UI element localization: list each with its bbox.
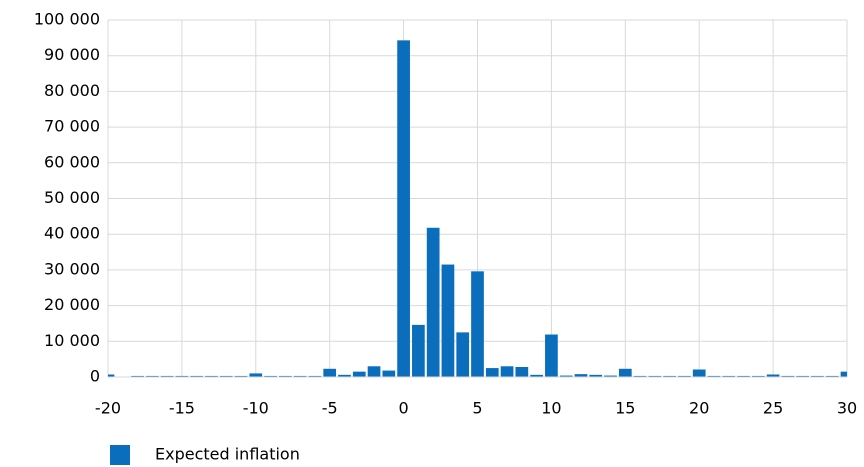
bar bbox=[515, 367, 529, 377]
bar bbox=[108, 374, 115, 377]
y-tick-label: 0 bbox=[90, 367, 100, 386]
bar bbox=[678, 375, 691, 377]
bar bbox=[692, 369, 706, 377]
x-tick-label: -15 bbox=[169, 399, 195, 418]
y-tick-label: 90 000 bbox=[44, 45, 100, 64]
bar bbox=[456, 332, 470, 377]
bar bbox=[485, 368, 499, 377]
bar bbox=[426, 227, 440, 377]
bar bbox=[500, 366, 514, 377]
bar bbox=[751, 375, 765, 377]
bar bbox=[604, 375, 617, 377]
bar bbox=[722, 375, 736, 377]
bar bbox=[648, 375, 662, 377]
y-tick-label: 20 000 bbox=[44, 295, 100, 314]
bar bbox=[264, 375, 277, 377]
y-tick-label: 10 000 bbox=[44, 331, 100, 350]
x-tick-label: 5 bbox=[472, 399, 482, 418]
bar bbox=[737, 375, 750, 377]
y-tick-label: 100 000 bbox=[34, 10, 100, 29]
bar bbox=[190, 375, 204, 377]
bar bbox=[707, 375, 721, 377]
y-tick-label: 50 000 bbox=[44, 188, 100, 207]
y-tick-label: 30 000 bbox=[44, 259, 100, 278]
y-tick-label: 70 000 bbox=[44, 117, 100, 136]
bar bbox=[145, 375, 159, 377]
bar bbox=[574, 374, 588, 377]
bar bbox=[545, 334, 558, 377]
bar bbox=[796, 375, 810, 377]
bar bbox=[205, 375, 218, 377]
labels: 0 10 000 20 000 30 000 40 000 50 000 60 000 70 … bbox=[34, 10, 857, 465]
bar bbox=[160, 375, 174, 377]
bar bbox=[219, 375, 233, 377]
legend-swatch bbox=[110, 445, 130, 465]
bar bbox=[559, 375, 573, 377]
y-tick-label: 60 000 bbox=[44, 152, 100, 171]
bar bbox=[338, 374, 351, 377]
x-tick-label: 0 bbox=[399, 399, 409, 418]
bar bbox=[323, 368, 337, 377]
bar bbox=[840, 371, 847, 377]
bar bbox=[175, 375, 189, 377]
bar bbox=[352, 371, 366, 377]
bar bbox=[633, 375, 647, 377]
bar bbox=[618, 368, 632, 377]
grid bbox=[107, 19, 848, 378]
bar bbox=[308, 375, 322, 377]
bar bbox=[811, 375, 824, 377]
bar bbox=[397, 40, 410, 377]
x-tick-label: 30 bbox=[837, 399, 857, 418]
bar bbox=[781, 375, 795, 377]
legend-label: Expected inflation bbox=[155, 445, 300, 464]
bar bbox=[412, 324, 425, 377]
bar bbox=[663, 375, 676, 377]
bar bbox=[367, 366, 381, 377]
y-tick-label: 40 000 bbox=[44, 224, 100, 243]
x-tick-label: 15 bbox=[615, 399, 635, 418]
bar bbox=[441, 264, 455, 377]
x-tick-label: -5 bbox=[322, 399, 338, 418]
bar bbox=[530, 374, 543, 377]
x-tick-label: -20 bbox=[95, 399, 121, 418]
bar bbox=[766, 374, 780, 377]
y-tick-label: 80 000 bbox=[44, 81, 100, 100]
bar bbox=[131, 375, 144, 377]
bars bbox=[108, 40, 847, 377]
x-tick-label: 25 bbox=[763, 399, 783, 418]
bar bbox=[234, 375, 248, 377]
bar bbox=[293, 375, 307, 377]
bar bbox=[382, 370, 396, 377]
bar bbox=[249, 373, 263, 377]
x-tick-label: 10 bbox=[541, 399, 561, 418]
x-tick-label: 20 bbox=[689, 399, 709, 418]
bar bbox=[589, 374, 603, 377]
bar bbox=[825, 375, 839, 377]
bar bbox=[471, 271, 484, 377]
x-tick-label: -10 bbox=[243, 399, 269, 418]
bar bbox=[279, 375, 292, 377]
